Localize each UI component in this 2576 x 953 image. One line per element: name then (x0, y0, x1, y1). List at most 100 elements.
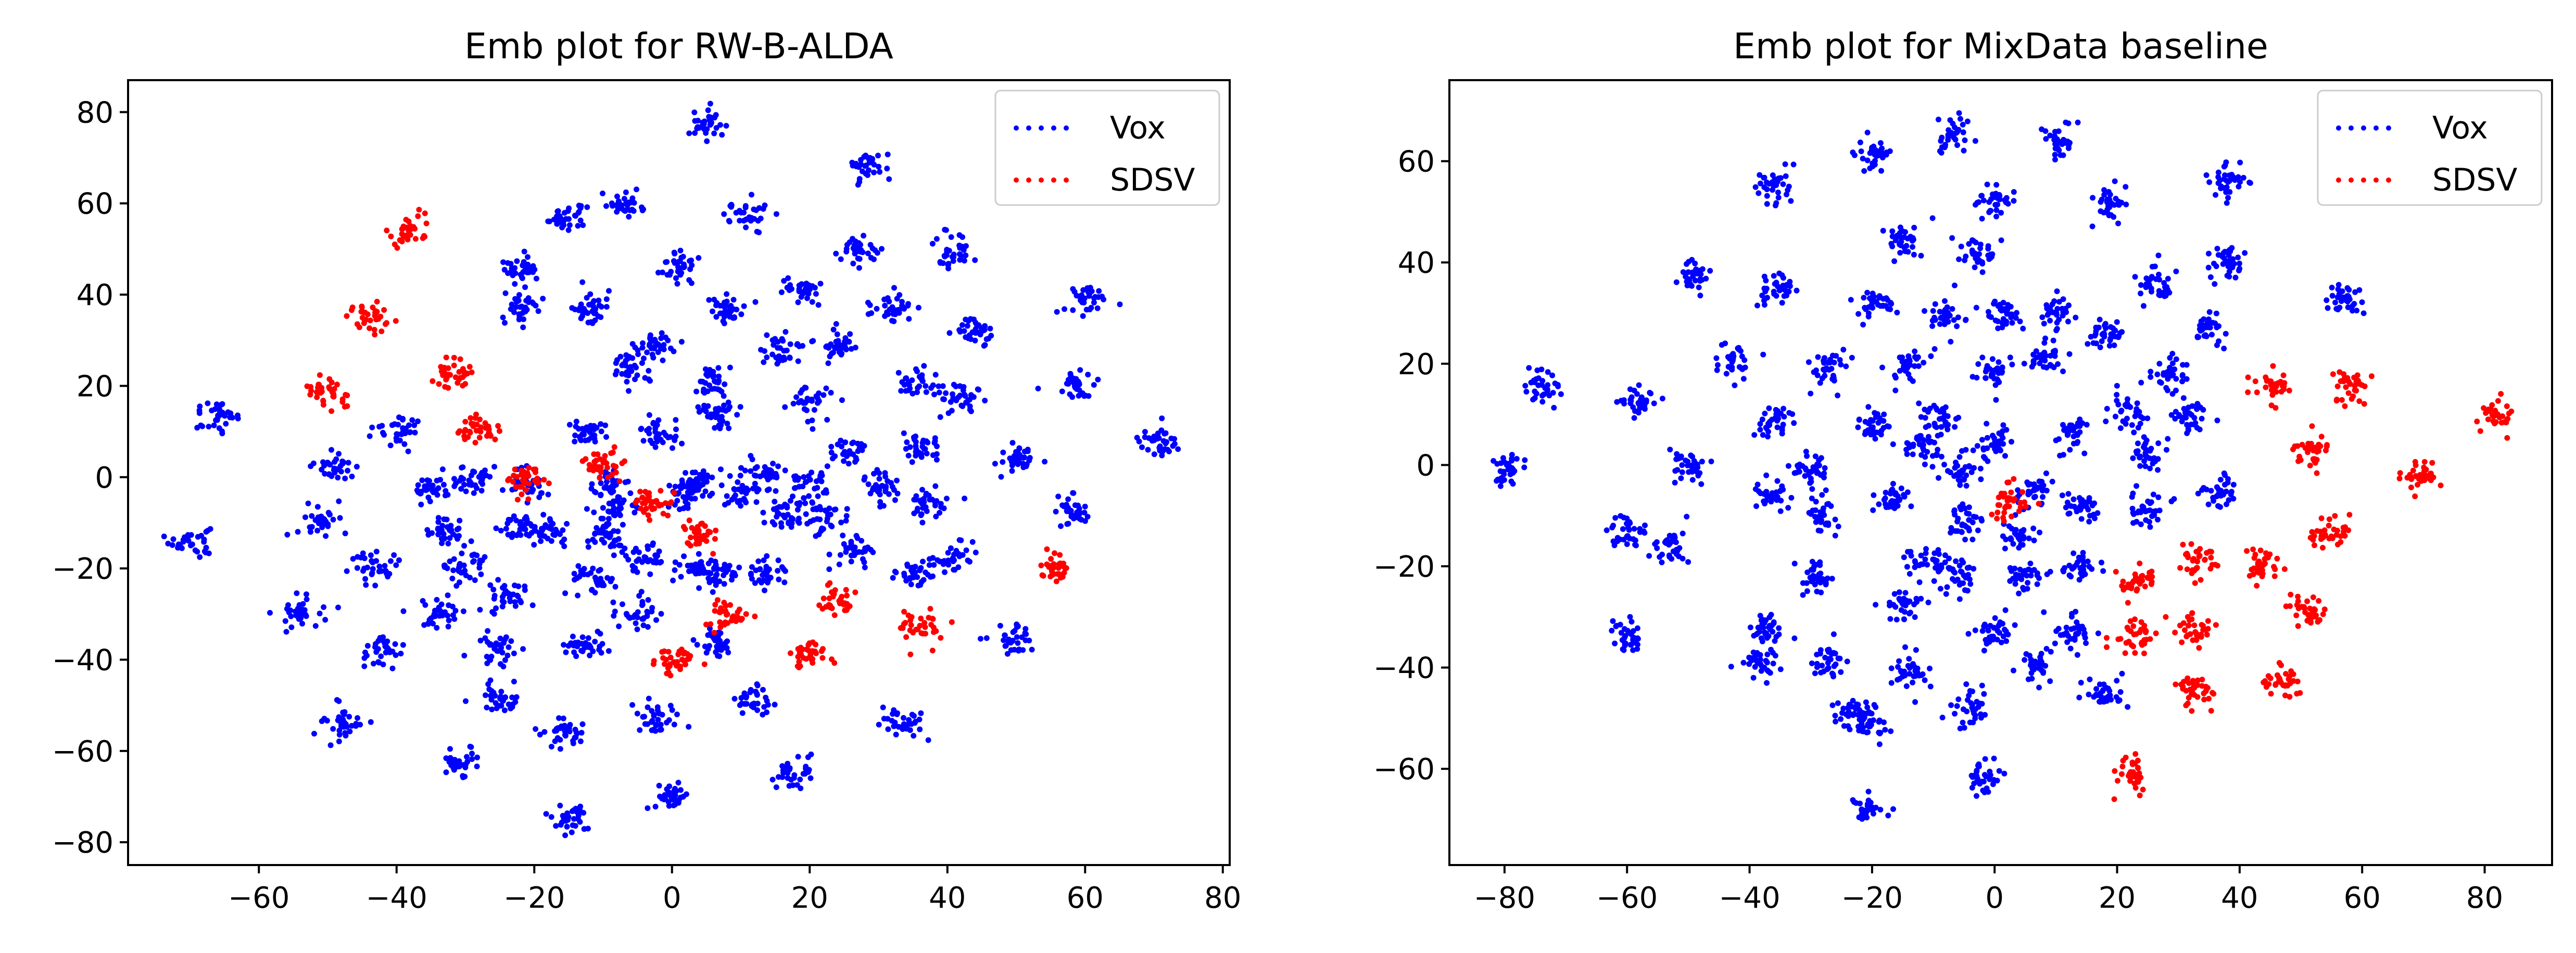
scatter-point (908, 622, 914, 628)
scatter-point (692, 130, 698, 136)
scatter-point (211, 422, 217, 428)
scatter-point (1946, 312, 1952, 318)
scatter-point (827, 512, 834, 517)
scatter-point (633, 364, 639, 371)
scatter-point (1756, 190, 1762, 196)
scatter-point (1866, 710, 1873, 716)
scatter-point (800, 400, 806, 406)
scatter-point (913, 446, 919, 452)
scatter-point (779, 763, 786, 769)
scatter-point (407, 429, 413, 436)
scatter-point (432, 607, 438, 614)
scatter-point (468, 538, 474, 544)
scatter-point (184, 535, 190, 541)
scatter-point (1829, 702, 1836, 708)
scatter-point (710, 308, 715, 314)
scatter-point (598, 480, 604, 486)
scatter-point (901, 715, 906, 721)
scatter-point (326, 512, 333, 518)
scatter-point (1955, 515, 1961, 522)
scatter-point (1959, 529, 1965, 535)
scatter-point (335, 475, 341, 481)
scatter-point (932, 372, 939, 378)
scatter-point (720, 318, 726, 324)
scatter-point (647, 517, 653, 523)
scatter-point (949, 619, 955, 625)
scatter-point (1901, 616, 1907, 622)
x-tick-label: 0 (663, 881, 681, 915)
scatter-point (1550, 390, 1556, 396)
scatter-point (588, 486, 595, 492)
scatter-point (477, 557, 483, 564)
scatter-point (653, 617, 659, 623)
scatter-point (636, 549, 642, 555)
scatter-point (376, 659, 382, 666)
scatter-point (742, 203, 749, 209)
scatter-point (461, 481, 467, 488)
scatter-point (824, 509, 830, 515)
scatter-point (459, 550, 465, 556)
scatter-point (1958, 568, 1964, 575)
scatter-point (876, 721, 882, 728)
scatter-point (750, 704, 756, 710)
scatter-point (569, 829, 575, 835)
scatter-point (644, 608, 650, 615)
scatter-point (867, 155, 873, 161)
scatter-point (524, 516, 530, 522)
scatter-point (1972, 138, 1978, 144)
scatter-point (1981, 647, 1987, 654)
scatter-point (832, 587, 838, 593)
scatter-point (794, 782, 800, 788)
scatter-point (660, 511, 666, 517)
scatter-point (1881, 411, 1887, 417)
scatter-point (767, 475, 773, 481)
scatter-point (1860, 725, 1866, 731)
scatter-point (833, 321, 839, 327)
scatter-point (736, 564, 742, 570)
scatter-point (1966, 692, 1972, 698)
scatter-point (561, 815, 567, 821)
scatter-point (872, 247, 878, 253)
scatter-point (853, 163, 860, 170)
scatter-point (739, 489, 745, 495)
scatter-point (1928, 439, 1935, 444)
scatter-point (1948, 702, 1954, 708)
scatter-point (1936, 475, 1941, 481)
scatter-point (1915, 363, 1922, 369)
scatter-point (471, 558, 477, 564)
scatter-point (1963, 253, 1969, 260)
scatter-point (1154, 436, 1160, 442)
scatter-point (764, 553, 770, 559)
scatter-point (344, 568, 350, 574)
scatter-point (1757, 172, 1763, 178)
scatter-point (728, 308, 734, 314)
scatter-point (926, 492, 932, 499)
scatter-point (686, 130, 692, 136)
scatter-point (1159, 452, 1165, 459)
scatter-point (1500, 455, 1506, 461)
x-tick-label: 60 (1067, 881, 1104, 915)
scatter-point (896, 310, 902, 316)
scatter-point (1666, 532, 1673, 539)
scatter-point (309, 524, 315, 530)
scatter-point (760, 472, 766, 478)
scatter-point (336, 739, 342, 744)
scatter-point (500, 584, 506, 591)
scatter-point (894, 477, 900, 484)
scatter-point (1021, 449, 1028, 454)
scatter-point (649, 608, 655, 615)
scatter-point (1618, 398, 1624, 404)
scatter-point (1974, 698, 1980, 705)
scatter-point (801, 406, 807, 412)
scatter-point (864, 545, 870, 552)
scatter-point (1020, 455, 1027, 461)
scatter-point (1963, 681, 1969, 687)
scatter-point (1754, 481, 1761, 488)
scatter-point (499, 650, 506, 656)
scatter-point (654, 422, 660, 428)
scatter-point (1843, 363, 1849, 370)
scatter-point (1964, 118, 1971, 124)
scatter-point (1689, 477, 1696, 483)
scatter-point (713, 527, 719, 533)
scatter-point (800, 655, 806, 661)
